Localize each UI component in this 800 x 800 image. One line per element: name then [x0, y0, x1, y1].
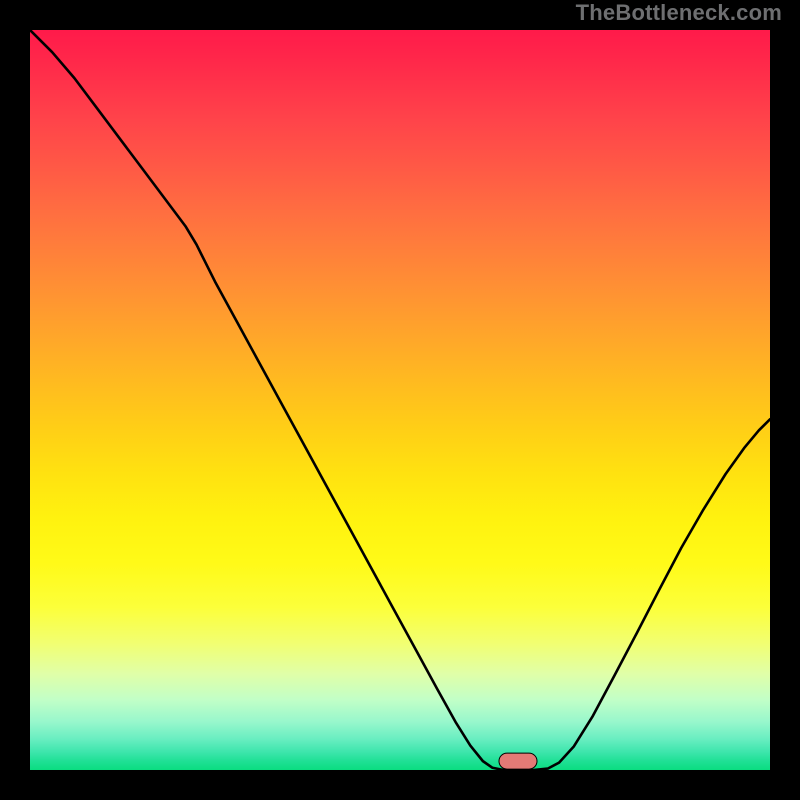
bottleneck-marker — [499, 753, 538, 770]
watermark-text: TheBottleneck.com — [576, 0, 782, 26]
plot-area — [30, 30, 770, 770]
bottleneck-curve — [30, 30, 770, 770]
